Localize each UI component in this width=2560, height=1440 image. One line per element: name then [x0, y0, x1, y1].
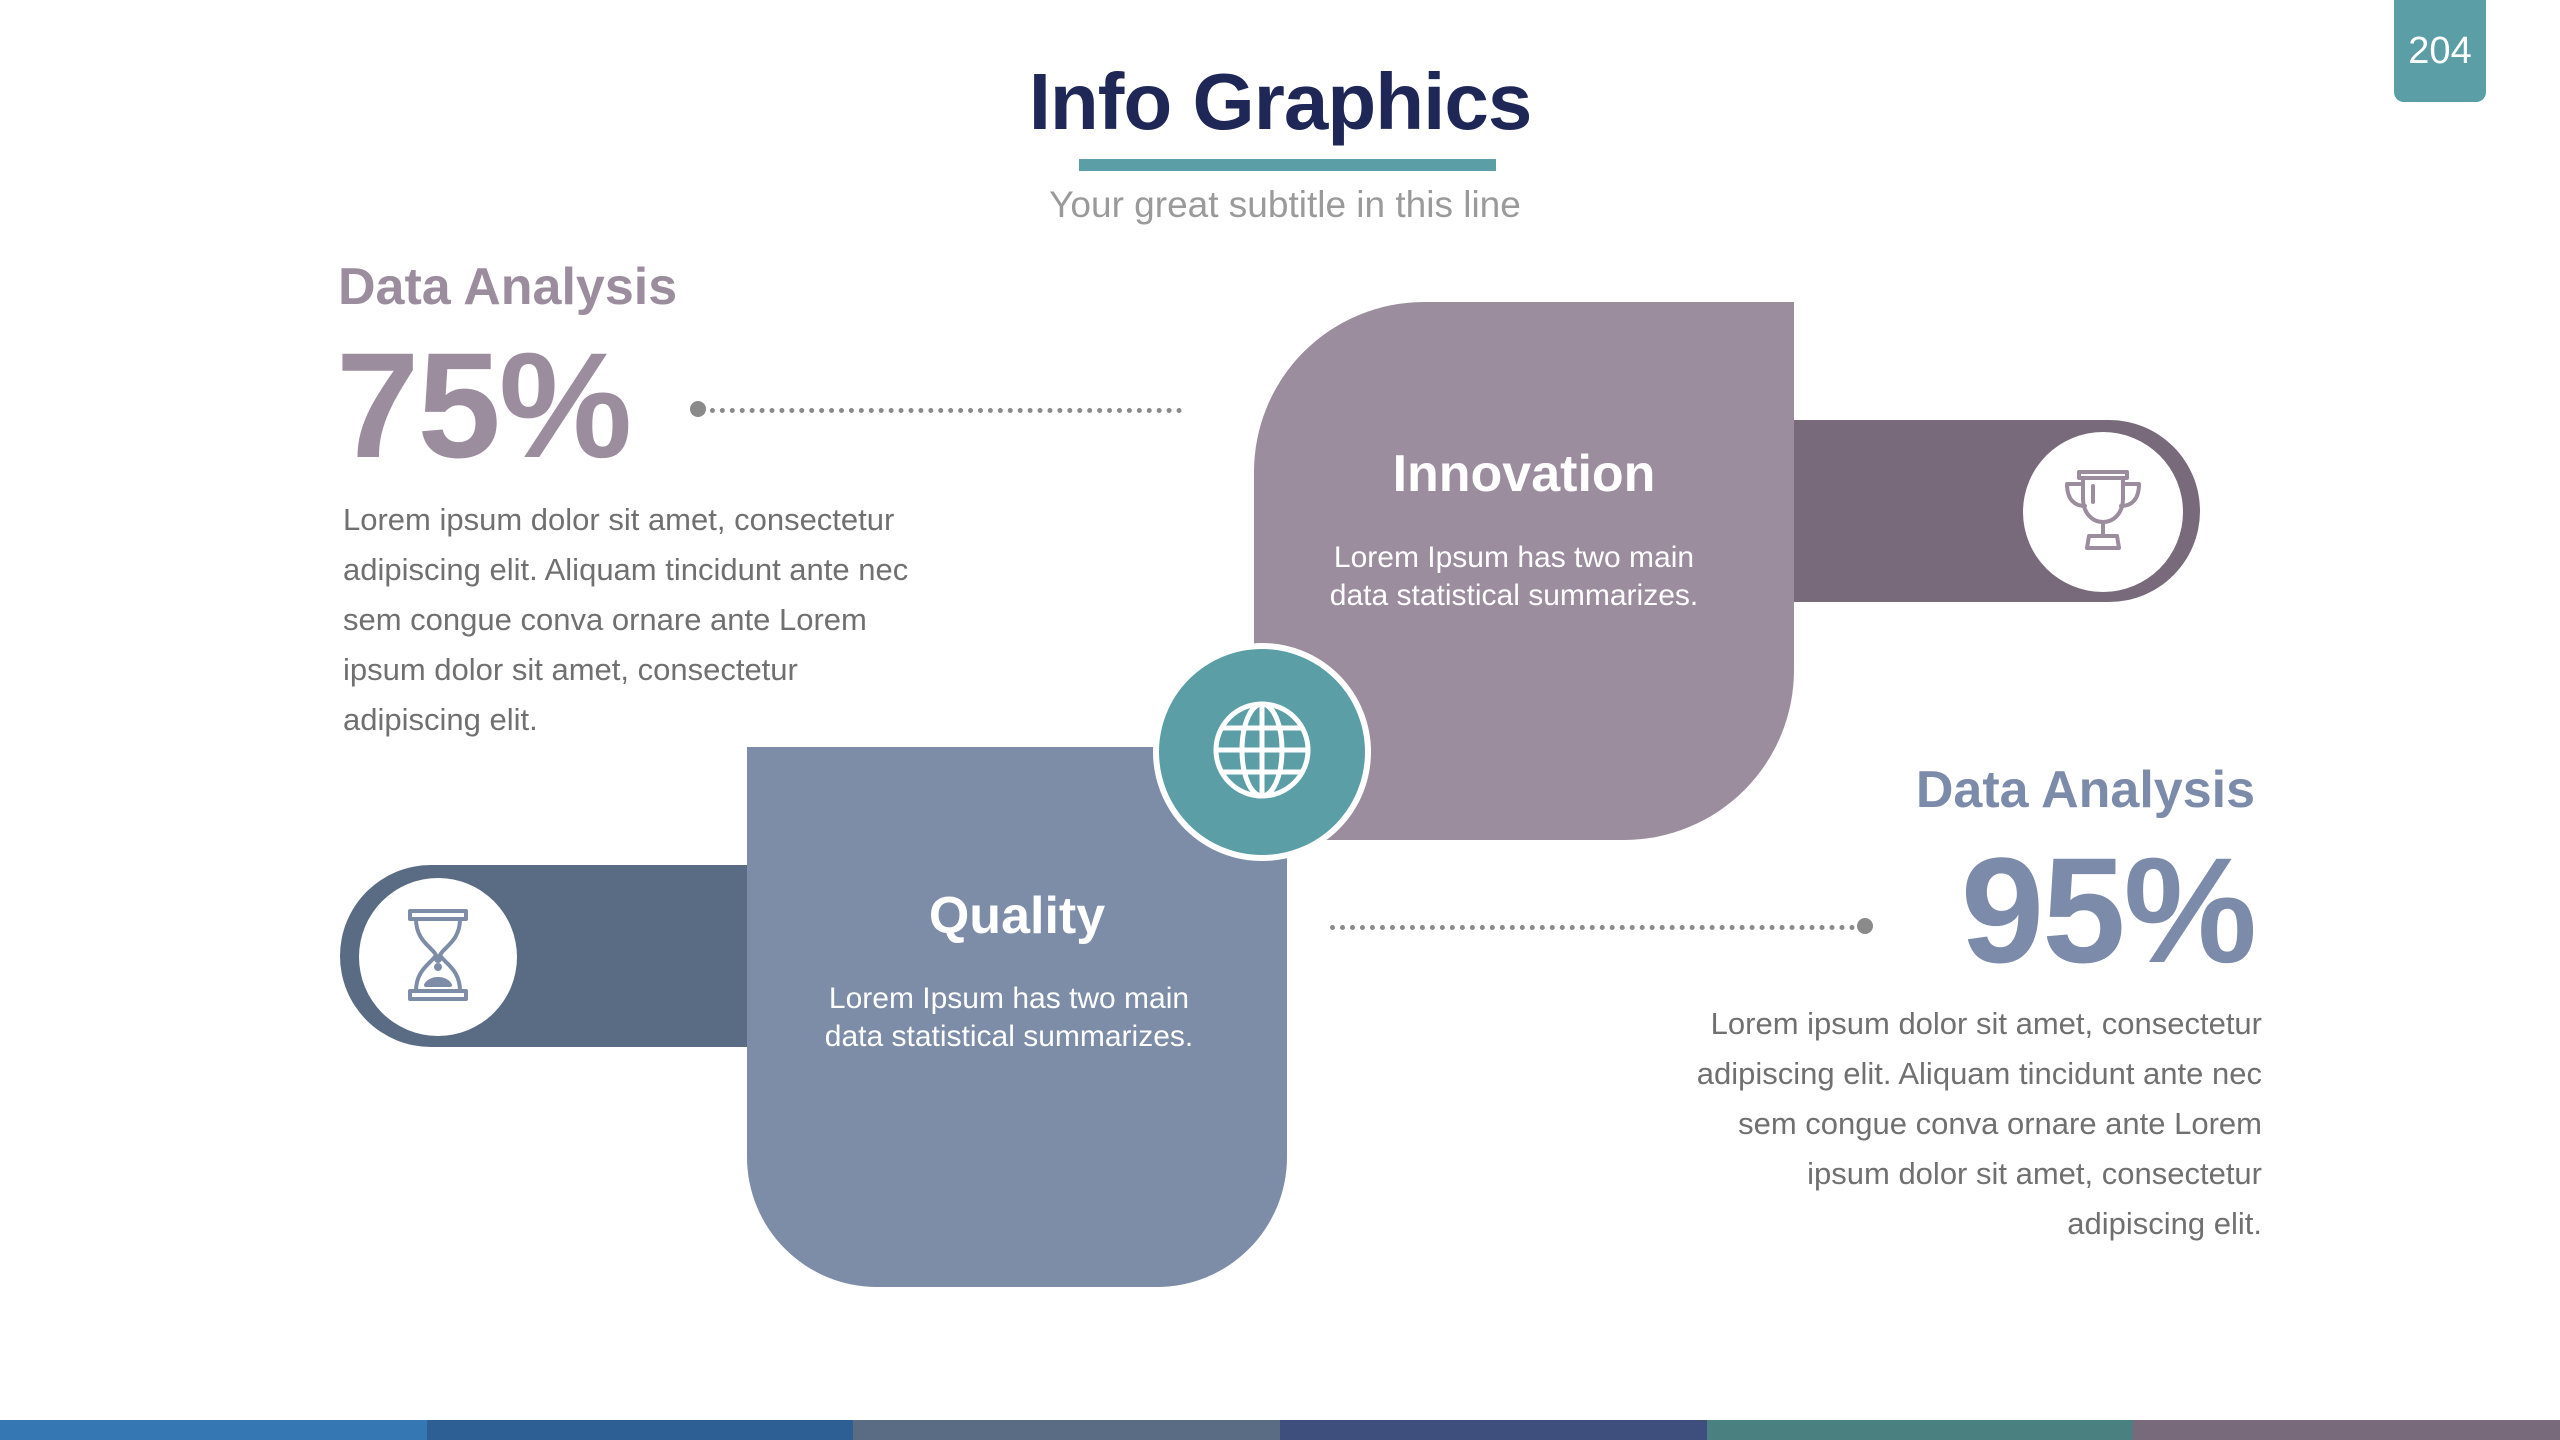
stat-value-right: 95% — [1960, 826, 2257, 994]
strip-segment — [853, 1420, 1281, 1440]
connector-line-top — [700, 408, 1182, 413]
page-title: Info Graphics — [1028, 57, 1533, 146]
quality-card-title: Quality — [928, 887, 1106, 945]
connector-dot-top — [690, 401, 706, 417]
strip-segment — [426, 1420, 854, 1440]
quality-card-text-line1: Lorem Ipsum has two main — [828, 982, 1190, 1015]
stat-heading-right: Data Analysis — [1915, 761, 2255, 819]
trophy-icon — [2057, 464, 2149, 561]
innovation-card-text-line2: data statistical summarizes. — [1329, 579, 1699, 612]
trophy-icon-circle — [2023, 432, 2183, 592]
quality-card-text-line2: data statistical summarizes. — [824, 1020, 1194, 1053]
stat-value-left: 75% — [336, 321, 632, 489]
hourglass-icon — [398, 907, 478, 1008]
hourglass-icon-circle — [359, 878, 517, 1036]
connector-dot-bottom — [1857, 918, 1873, 934]
page-subtitle: Your great subtitle in this line — [1049, 184, 1521, 225]
title-underline — [1079, 159, 1496, 171]
stat-heading-left: Data Analysis — [338, 258, 678, 316]
strip-segment — [1706, 1420, 2134, 1440]
strip-segment — [2133, 1420, 2560, 1440]
globe-icon — [1210, 698, 1314, 807]
page-number: 204 — [2408, 29, 2472, 72]
strip-segment — [1280, 1420, 1707, 1440]
innovation-card-title: Innovation — [1392, 445, 1656, 503]
page-number-badge: 204 — [2394, 0, 2486, 102]
innovation-card-text-line1: Lorem Ipsum has two main — [1333, 541, 1695, 574]
strip-segment — [0, 1420, 427, 1440]
stat-text-right: Lorem ipsum dolor sit amet, consectetur … — [1696, 1006, 2262, 1241]
globe-icon-circle — [1153, 643, 1371, 861]
connector-line-bottom — [1330, 925, 1865, 930]
stat-text-left: Lorem ipsum dolor sit amet, consectetur … — [343, 502, 909, 737]
bottom-color-strip — [0, 1420, 2560, 1440]
